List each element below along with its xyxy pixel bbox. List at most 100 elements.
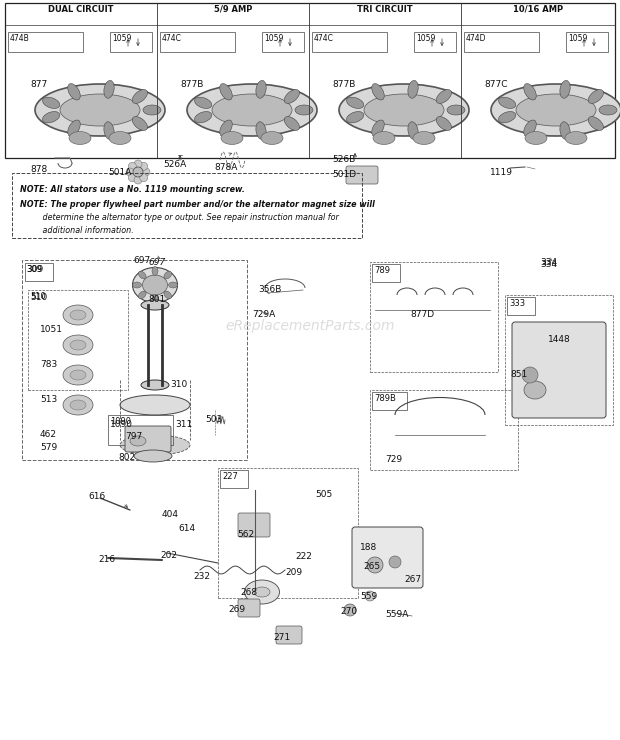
Circle shape [133, 167, 143, 177]
Ellipse shape [588, 90, 603, 104]
FancyBboxPatch shape [125, 426, 171, 452]
Ellipse shape [599, 105, 617, 115]
Ellipse shape [364, 94, 444, 126]
Text: 616: 616 [88, 492, 105, 501]
Ellipse shape [130, 436, 146, 446]
Text: 877D: 877D [410, 310, 434, 319]
Ellipse shape [447, 105, 465, 115]
Ellipse shape [560, 81, 570, 98]
Text: 334: 334 [540, 260, 557, 269]
Ellipse shape [70, 340, 86, 350]
Text: 227: 227 [222, 472, 238, 481]
Text: 271: 271 [273, 633, 290, 642]
Bar [370, 390, 518, 470]
Ellipse shape [339, 84, 469, 136]
Text: 474C: 474C [314, 34, 334, 43]
Ellipse shape [104, 81, 114, 98]
Ellipse shape [104, 122, 114, 140]
Text: NOTE: The proper flywheel part number and/or the alternator magnet size will: NOTE: The proper flywheel part number an… [20, 200, 375, 209]
Text: 311: 311 [175, 420, 192, 429]
Ellipse shape [143, 105, 161, 115]
Text: 801: 801 [148, 295, 166, 304]
Ellipse shape [70, 400, 86, 410]
Ellipse shape [436, 90, 451, 104]
Text: NOTE: All stators use a No. 1119 mounting screw.: NOTE: All stators use a No. 1119 mountin… [20, 185, 245, 194]
Text: 526B: 526B [332, 155, 355, 164]
Ellipse shape [69, 132, 91, 144]
Circle shape [142, 168, 150, 176]
Ellipse shape [63, 365, 93, 385]
Ellipse shape [221, 132, 243, 144]
Text: 783: 783 [40, 360, 57, 369]
Text: 510: 510 [30, 292, 46, 301]
Text: 729A: 729A [252, 310, 275, 319]
Bar [505, 295, 613, 425]
Text: 5/9 AMP: 5/9 AMP [214, 5, 252, 14]
Ellipse shape [63, 335, 93, 355]
Bar [464, 32, 539, 52]
Bar [312, 32, 387, 52]
Ellipse shape [43, 112, 60, 123]
Text: 513: 513 [40, 395, 57, 404]
Text: 729: 729 [385, 455, 402, 464]
Ellipse shape [68, 120, 80, 136]
Text: eReplacementParts.com: eReplacementParts.com [225, 319, 395, 332]
Text: 404: 404 [162, 510, 179, 519]
Ellipse shape [498, 112, 516, 123]
Circle shape [522, 367, 538, 383]
Text: 562: 562 [237, 530, 254, 539]
FancyBboxPatch shape [276, 626, 302, 644]
Ellipse shape [560, 122, 570, 140]
Circle shape [367, 557, 383, 573]
Text: 334: 334 [540, 258, 557, 267]
Ellipse shape [63, 395, 93, 415]
Bar [28, 290, 128, 390]
Text: 802: 802 [118, 453, 135, 462]
Text: 268: 268 [240, 588, 257, 597]
Text: 1059: 1059 [568, 34, 587, 43]
Ellipse shape [133, 282, 141, 288]
Text: 789B: 789B [374, 394, 396, 403]
Ellipse shape [525, 132, 547, 144]
Text: 877C: 877C [484, 80, 508, 89]
Circle shape [128, 162, 136, 170]
Circle shape [344, 604, 356, 616]
Bar [25, 263, 53, 281]
Text: DUAL CIRCUIT: DUAL CIRCUIT [48, 5, 113, 14]
Ellipse shape [372, 84, 384, 100]
Text: 697: 697 [148, 258, 166, 267]
Ellipse shape [109, 132, 131, 144]
Text: 267: 267 [404, 575, 421, 584]
Ellipse shape [491, 84, 620, 136]
Bar [218, 468, 358, 598]
Ellipse shape [413, 132, 435, 144]
Text: 559A: 559A [385, 610, 409, 619]
Text: 505: 505 [315, 490, 332, 499]
Ellipse shape [372, 120, 384, 136]
Ellipse shape [68, 84, 80, 100]
Text: 1119: 1119 [490, 168, 513, 177]
Ellipse shape [565, 132, 587, 144]
Ellipse shape [152, 295, 158, 303]
Text: 878: 878 [30, 165, 47, 174]
Ellipse shape [164, 272, 172, 279]
Text: 877B: 877B [180, 80, 203, 89]
Bar [5, 3, 615, 158]
Ellipse shape [138, 291, 146, 299]
Circle shape [126, 168, 134, 176]
Ellipse shape [134, 450, 172, 462]
Bar [372, 392, 407, 410]
Ellipse shape [132, 117, 148, 130]
Text: 579: 579 [40, 443, 57, 452]
Bar [108, 415, 173, 445]
Ellipse shape [141, 380, 169, 390]
FancyBboxPatch shape [238, 513, 270, 537]
Ellipse shape [244, 580, 280, 604]
Text: 877: 877 [30, 80, 47, 89]
Text: 209: 209 [285, 568, 302, 577]
Bar [8, 32, 83, 52]
Ellipse shape [212, 94, 292, 126]
Bar [414, 32, 456, 52]
Text: 797: 797 [125, 432, 142, 441]
Ellipse shape [120, 395, 190, 415]
